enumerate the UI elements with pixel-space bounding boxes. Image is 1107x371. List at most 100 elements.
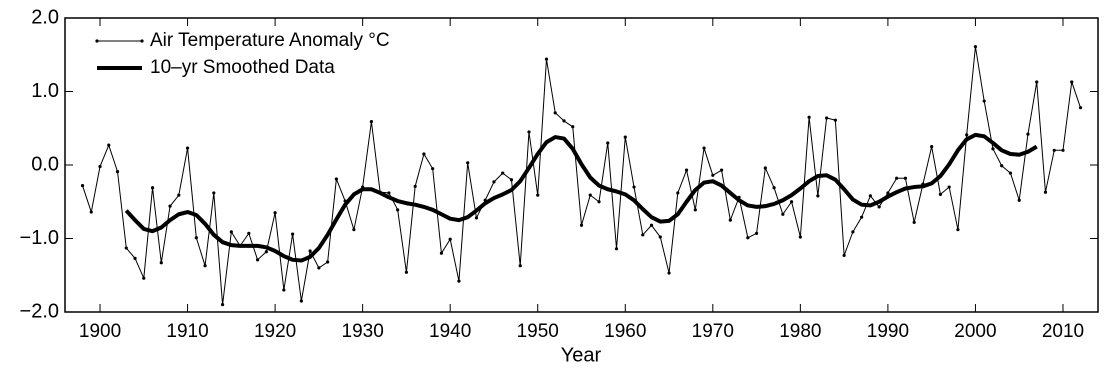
data-point	[334, 177, 338, 181]
data-point	[1026, 132, 1030, 136]
data-point	[1008, 171, 1013, 175]
data-point	[142, 276, 146, 280]
data-point	[614, 247, 619, 251]
data-point	[282, 288, 286, 292]
series-line	[82, 46, 1081, 306]
data-point	[649, 223, 654, 227]
x-tick-label: 1900	[79, 321, 121, 342]
data-point	[509, 178, 514, 182]
y-tick-label: 2.0	[31, 6, 59, 28]
data-point	[1035, 80, 1039, 84]
series-line	[124, 132, 1038, 263]
data-point	[185, 146, 190, 150]
data-point	[448, 237, 452, 241]
data-point	[203, 264, 207, 268]
data-point	[868, 194, 872, 198]
data-point	[982, 99, 986, 103]
data-point	[474, 216, 479, 220]
data-point	[684, 168, 689, 172]
data-point	[719, 168, 724, 172]
data-point	[150, 186, 155, 190]
data-point	[676, 191, 680, 195]
data-point	[404, 270, 409, 274]
data-point	[457, 279, 461, 283]
x-tick-label: 2010	[1042, 321, 1084, 342]
data-point	[369, 120, 373, 124]
data-point	[501, 171, 505, 175]
data-point	[255, 258, 260, 262]
data-point	[527, 130, 531, 134]
data-point	[658, 235, 662, 239]
data-point	[299, 299, 303, 303]
data-point	[518, 264, 522, 268]
data-point	[352, 228, 356, 232]
data-point	[886, 191, 890, 195]
data-point	[667, 271, 671, 275]
data-point	[98, 164, 102, 169]
data-point	[291, 232, 295, 236]
data-point	[220, 303, 225, 307]
x-tick-label: 1940	[429, 321, 471, 342]
legend-label: 10–yr Smoothed Data	[150, 57, 335, 78]
data-point	[851, 230, 855, 234]
data-point	[115, 170, 120, 174]
data-point	[772, 186, 776, 190]
data-point	[606, 141, 610, 145]
data-point	[422, 152, 426, 156]
data-point	[860, 215, 864, 219]
x-tick-label: 1980	[779, 321, 821, 342]
data-point	[579, 223, 584, 227]
data-point	[212, 191, 216, 195]
data-point	[177, 193, 181, 197]
data-point	[938, 192, 943, 196]
x-tick-label: 1920	[254, 321, 296, 342]
data-point	[973, 45, 978, 49]
data-point	[597, 200, 601, 204]
data-point	[1061, 148, 1065, 152]
data-point	[1052, 148, 1056, 152]
y-tick-label: 1.0	[31, 80, 59, 102]
data-point	[264, 250, 268, 254]
data-point	[711, 173, 715, 177]
data-point	[895, 176, 899, 180]
data-point	[807, 115, 811, 119]
data-point	[194, 236, 198, 240]
data-point	[693, 208, 697, 212]
data-point	[912, 220, 916, 224]
data-point	[308, 249, 312, 253]
data-point	[387, 191, 391, 195]
legend-label: Air Temperature Anomaly °C	[150, 30, 390, 51]
data-point	[133, 256, 137, 260]
data-point	[536, 193, 540, 197]
data-point	[413, 184, 417, 188]
data-point	[1043, 190, 1048, 194]
data-point	[396, 208, 400, 212]
data-point	[247, 231, 251, 235]
data-point	[431, 167, 435, 171]
data-point	[930, 145, 934, 149]
data-point	[816, 194, 820, 198]
x-axis-label: Year	[561, 344, 602, 366]
data-point	[833, 118, 837, 122]
data-point	[1000, 164, 1004, 168]
y-tick-label: 0.0	[31, 153, 59, 175]
data-point	[168, 204, 172, 208]
data-point	[702, 146, 706, 150]
data-point	[80, 183, 85, 188]
data-point	[728, 218, 732, 222]
data-point	[825, 116, 829, 120]
data-point	[965, 133, 969, 137]
data-point	[903, 176, 908, 180]
x-tick-label: 1910	[166, 321, 208, 342]
y-tick-label: −1.0	[20, 227, 59, 249]
data-point	[842, 253, 846, 258]
data-point	[956, 228, 960, 232]
data-point	[1078, 106, 1083, 110]
x-tick-label: 1990	[867, 321, 909, 342]
data-point	[466, 161, 470, 165]
x-tick-label: 1960	[604, 321, 646, 342]
data-point	[1070, 80, 1074, 84]
data-point	[492, 180, 496, 184]
data-point	[877, 205, 881, 209]
data-point	[159, 261, 163, 265]
